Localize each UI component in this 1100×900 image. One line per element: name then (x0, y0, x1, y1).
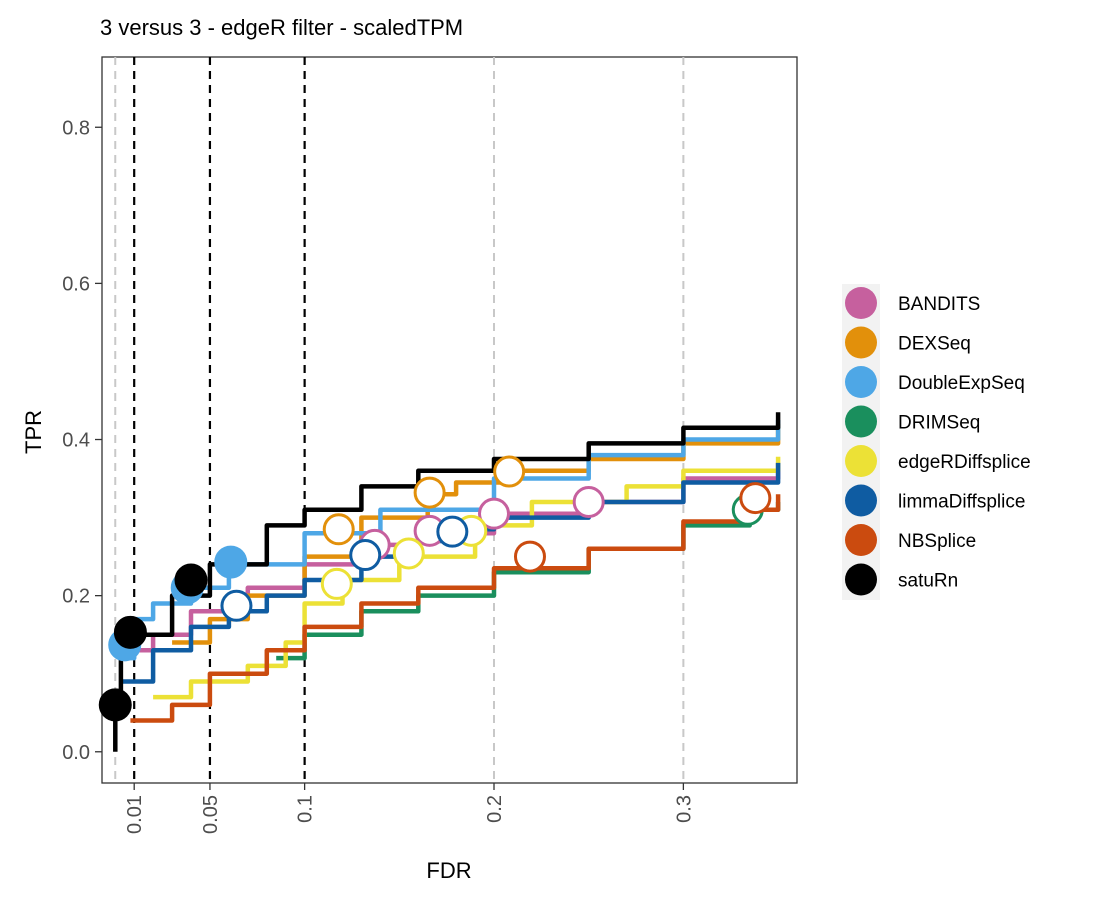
panel-border (101, 56, 798, 784)
x-tick-label: 0.05 (200, 795, 222, 834)
series-points (98, 455, 772, 722)
filled-point (214, 545, 248, 579)
y-tick-label: 0.0 (62, 742, 90, 764)
y-tick-label: 0.8 (62, 117, 90, 139)
legend-key-swatch (845, 366, 877, 398)
legend-key-swatch (845, 445, 877, 477)
open-point (436, 515, 469, 548)
x-tick-label: 0.01 (124, 795, 146, 834)
open-point (220, 589, 253, 622)
legend-label: satuRn (898, 571, 958, 592)
legend-label: DRIMSeq (898, 413, 980, 434)
legend-label: edgeRDiffsplice (898, 452, 1031, 473)
x-tick-label: 0.2 (484, 795, 506, 823)
y-tick-label: 0.6 (62, 273, 90, 295)
legend-key-swatch (845, 326, 877, 359)
open-point (320, 567, 353, 600)
open-point (739, 482, 772, 515)
open-point (513, 540, 546, 573)
legend-key-swatch (845, 524, 877, 556)
open-point (322, 513, 355, 546)
open-point (349, 539, 382, 572)
legend-label: DEXSeq (898, 334, 971, 355)
series-line (120, 420, 781, 661)
open-point (478, 497, 511, 530)
legend-label: limmaDiffsplice (898, 492, 1025, 513)
filled-point (113, 615, 147, 649)
reference-lines (114, 57, 685, 783)
x-tick-label: 0.3 (673, 795, 695, 823)
plot-panel (101, 56, 798, 784)
open-point (413, 476, 446, 509)
chart-title: 3 versus 3 - edgeR filter - scaledTPM (100, 15, 463, 40)
legend-key-swatch (845, 484, 877, 517)
series-line (153, 456, 781, 700)
open-point (493, 455, 526, 488)
open-point (572, 485, 605, 518)
y-tick-label: 0.4 (62, 430, 90, 452)
x-axis-title: FDR (426, 858, 471, 883)
y-tick-label: 0.2 (62, 586, 90, 608)
legend-key-swatch (845, 287, 877, 319)
filled-point (98, 688, 132, 722)
x-tick-label: 0.1 (295, 795, 317, 823)
legend-label: BANDITS (898, 294, 980, 315)
x-axis: 0.01 0.05 0.1 0.2 0.3 (124, 783, 695, 834)
legend-key-swatch (845, 563, 877, 596)
legend-label: DoubleExpSeq (898, 373, 1025, 394)
legend-label: NBSplice (898, 531, 976, 552)
filled-point (174, 563, 208, 597)
y-axis: 0.0 0.2 0.4 0.6 0.8 (62, 117, 102, 764)
open-point (392, 537, 425, 570)
legend-key-swatch (845, 405, 877, 438)
series-line (130, 494, 781, 723)
legend: BANDITS DEXSeq DoubleExpSeq DRIMSeq edgeRDif… (842, 284, 1031, 600)
y-axis-title: TPR (21, 410, 46, 454)
